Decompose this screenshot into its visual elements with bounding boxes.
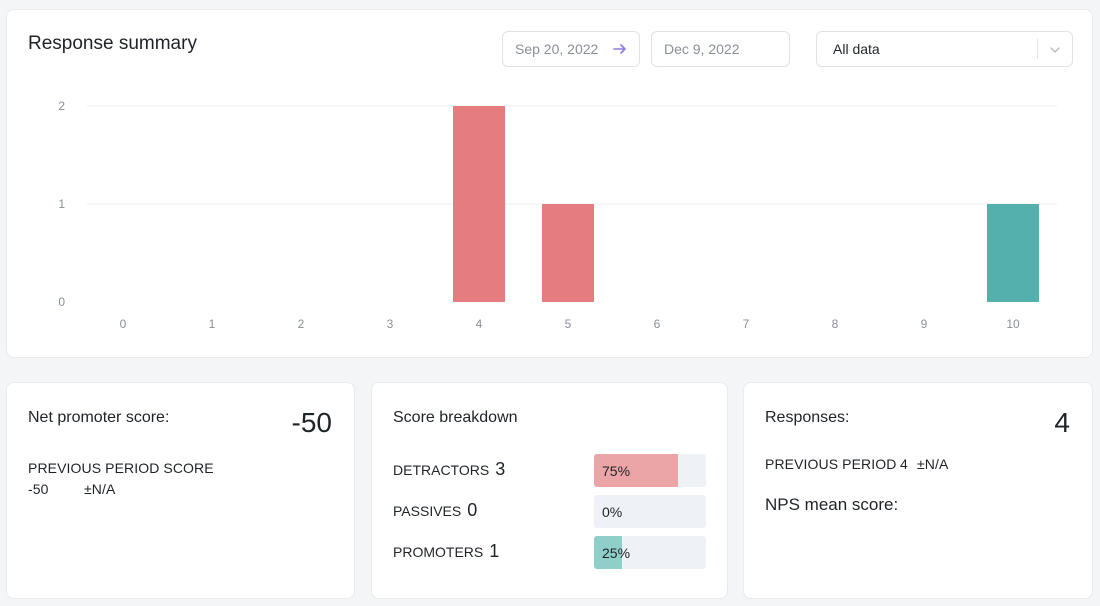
- passives-percent: 0%: [602, 504, 623, 520]
- detractors-percent: 75%: [602, 463, 631, 479]
- promoters-label: PROMOTERS 1: [393, 541, 499, 562]
- x-tick-label-4: 4: [476, 317, 483, 331]
- x-tick-label-5: 5: [565, 317, 572, 331]
- y-tick-label-0: 0: [58, 295, 65, 309]
- responses-previous-change: ±N/A: [917, 456, 949, 472]
- summary-title: Response summary: [28, 33, 197, 54]
- response-bar-chart: 0 1 2 0 1 2 3 4 5 6 7 8 9 10: [58, 99, 1057, 331]
- x-tick-label-7: 7: [743, 317, 750, 331]
- end-date-picker[interactable]: Dec 9, 2022: [651, 31, 790, 67]
- promoters-text: PROMOTERS: [393, 544, 484, 560]
- x-tick-label-6: 6: [654, 317, 661, 331]
- start-date-value: Sep 20, 2022: [515, 41, 599, 57]
- x-tick-label-1: 1: [209, 317, 216, 331]
- responses-label: Responses:: [765, 409, 850, 426]
- nps-value: -50: [291, 407, 332, 438]
- promoters-count: 1: [489, 541, 500, 561]
- bar-5: [542, 204, 594, 302]
- data-filter-value: All data: [833, 41, 880, 57]
- passives-label: PASSIVES 0: [393, 500, 477, 521]
- select-divider: [1037, 39, 1038, 59]
- end-date-value: Dec 9, 2022: [664, 41, 740, 57]
- breakdown-title: Score breakdown: [393, 409, 518, 426]
- nps-previous-change: ±N/A: [84, 481, 116, 497]
- bar-10: [987, 204, 1039, 302]
- responses-previous-label: PREVIOUS PERIOD: [765, 456, 897, 472]
- promoters-bar: 25%: [594, 536, 706, 569]
- passives-bar: 0%: [594, 495, 706, 528]
- responses-card: Responses: 4 PREVIOUS PERIOD 4 ±N/A NPS …: [743, 382, 1093, 599]
- bar-4: [453, 106, 505, 302]
- nps-label: Net promoter score:: [28, 409, 170, 426]
- score-breakdown-card: Score breakdown DETRACTORS 3 75% PASSIVES…: [371, 382, 728, 599]
- responses-previous-value: 4: [900, 456, 908, 472]
- detractors-text: DETRACTORS: [393, 462, 490, 478]
- data-filter-select[interactable]: All data: [816, 31, 1073, 67]
- chevron-down-icon: [1050, 47, 1060, 53]
- detractors-count: 3: [495, 459, 506, 479]
- detractors-label: DETRACTORS 3: [393, 459, 505, 480]
- detractors-bar: 75%: [594, 454, 706, 487]
- arrow-right-icon: [613, 44, 626, 54]
- detractors-bar-fill: [594, 454, 678, 487]
- x-tick-label-9: 9: [921, 317, 928, 331]
- x-tick-label-10: 10: [1006, 317, 1020, 331]
- promoters-bar-fill: [594, 536, 622, 569]
- x-tick-label-2: 2: [298, 317, 305, 331]
- start-date-picker[interactable]: Sep 20, 2022: [502, 31, 640, 67]
- nps-previous-value: -50: [28, 481, 49, 497]
- response-summary-card: Response summary Sep 20, 2022 Dec 9, 202…: [6, 9, 1093, 358]
- x-tick-label-8: 8: [832, 317, 839, 331]
- x-tick-label-3: 3: [387, 317, 394, 331]
- y-tick-label-1: 1: [58, 197, 65, 211]
- nps-mean-label: NPS mean score:: [765, 495, 899, 514]
- y-tick-label-2: 2: [58, 99, 65, 113]
- promoters-percent: 25%: [602, 545, 631, 561]
- passives-count: 0: [467, 500, 478, 520]
- nps-card: Net promoter score: -50 PREVIOUS PERIOD …: [6, 382, 355, 599]
- passives-text: PASSIVES: [393, 503, 462, 519]
- nps-previous-label: PREVIOUS PERIOD SCORE: [28, 460, 214, 476]
- x-tick-label-0: 0: [120, 317, 127, 331]
- responses-value: 4: [1054, 407, 1070, 438]
